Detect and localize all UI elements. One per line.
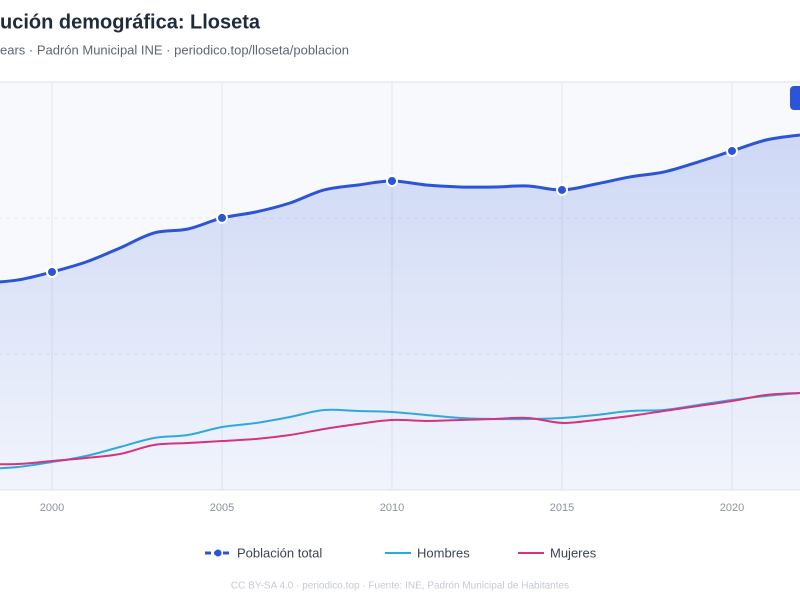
point <box>216 211 228 224</box>
toolbar-button[interactable] <box>790 86 800 110</box>
legend-label: Población total <box>237 545 322 560</box>
point <box>556 183 568 196</box>
legend-label: Mujeres <box>550 545 597 560</box>
x-tick-label: 2020 <box>720 502 744 514</box>
x-tick-label: 2005 <box>210 502 234 514</box>
footer: CC BY-SA 4.0 · periodico.top · Fuente: I… <box>231 581 569 592</box>
x-tick-label: 2015 <box>550 502 574 514</box>
line <box>0 391 800 466</box>
area <box>0 134 800 490</box>
point <box>46 265 58 278</box>
plot: 2000 2005 2010 2015 2020 <box>0 82 800 514</box>
x-tick-label: 2000 <box>40 502 64 514</box>
chart-title: ución demográfica: Lloseta <box>0 11 261 33</box>
legend-swatch <box>214 549 222 557</box>
legend-label: Hombres <box>417 545 470 560</box>
chart-subtitle: ears · Padrón Municipal INE · periodico.… <box>0 42 349 57</box>
point <box>386 175 398 188</box>
x-tick-label: 2010 <box>380 502 404 514</box>
point <box>726 144 738 157</box>
